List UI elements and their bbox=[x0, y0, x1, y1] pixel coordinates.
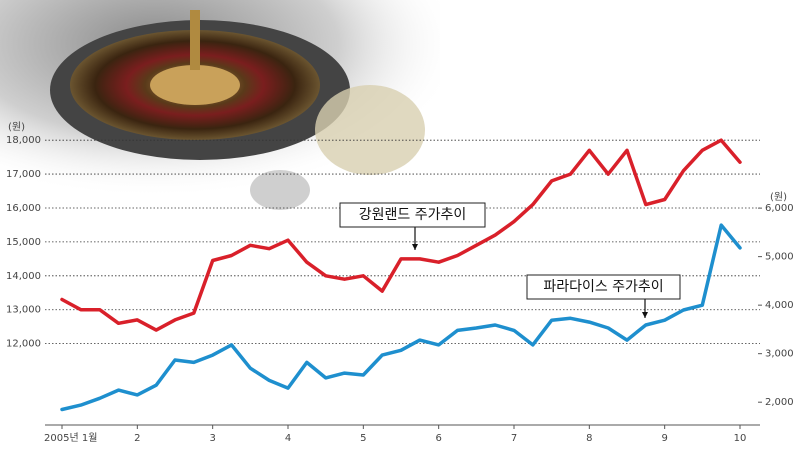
y-tick-label: 12,000 bbox=[6, 339, 41, 350]
callout-arrow bbox=[412, 244, 418, 250]
series-line bbox=[60, 138, 742, 332]
y2-tick-label: 5,000 bbox=[765, 252, 794, 263]
y-tick-label: 16,000 bbox=[6, 203, 41, 214]
x-tick-label: 3 bbox=[209, 433, 215, 444]
y-tick-label: 17,000 bbox=[6, 169, 41, 180]
y2-tick-label: 3,000 bbox=[765, 349, 794, 360]
series-line bbox=[60, 223, 742, 412]
background-photo bbox=[0, 0, 440, 220]
x-tick-label: 9 bbox=[661, 433, 667, 444]
x-tick-label: 2 bbox=[134, 433, 140, 444]
callout-box bbox=[339, 202, 486, 228]
x-tick-label: 10 bbox=[734, 433, 747, 444]
y-tick-label: 13,000 bbox=[6, 305, 41, 316]
legend-label: 파라다이스 주가추이 bbox=[543, 279, 663, 295]
x-tick-label: 8 bbox=[586, 433, 592, 444]
x-tick-label: 2005년 1월 bbox=[44, 432, 97, 444]
x-tick-label: 5 bbox=[360, 433, 366, 444]
y2-tick-label: 2,000 bbox=[765, 397, 794, 408]
y2-tick-label: 4,000 bbox=[765, 300, 794, 311]
y-axis-label: (원) bbox=[8, 121, 25, 133]
legend-label: 강원랜드 주가추이 bbox=[359, 207, 467, 223]
x-tick-label: 4 bbox=[285, 433, 291, 444]
y-tick-label: 18,000 bbox=[6, 135, 41, 146]
x-tick-label: 6 bbox=[435, 433, 441, 444]
y2-axis-label: (원) bbox=[770, 191, 787, 203]
y2-tick-label: 6,000 bbox=[765, 203, 794, 214]
x-tick-label: 7 bbox=[511, 433, 517, 444]
y-tick-label: 14,000 bbox=[6, 271, 41, 282]
callout-box bbox=[526, 274, 681, 300]
y-tick-label: 15,000 bbox=[6, 237, 41, 248]
callout-arrow bbox=[642, 312, 648, 318]
